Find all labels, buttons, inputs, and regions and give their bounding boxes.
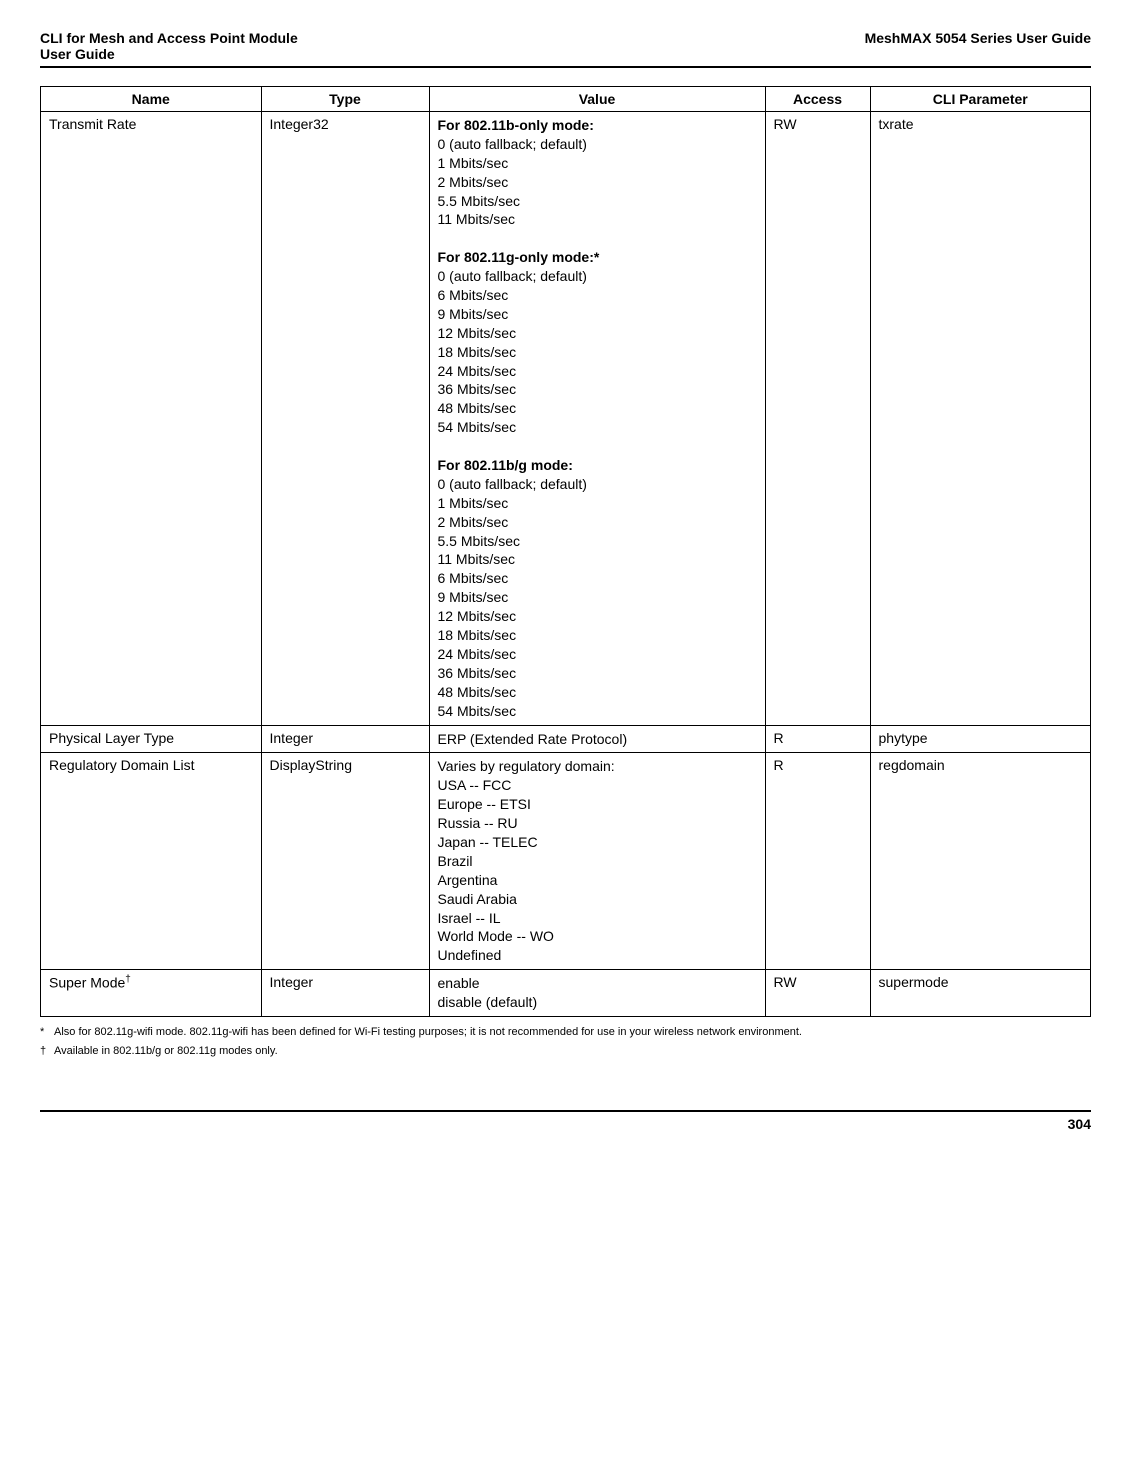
value-block: Varies by regulatory domain: USA -- FCC … xyxy=(438,757,757,965)
value-text: 0 (auto fallback; default) 6 Mbits/sec 9… xyxy=(438,268,587,435)
value-heading: For 802.11b/g mode: xyxy=(438,457,573,473)
footnote-text: Also for 802.11g-wifi mode. 802.11g-wifi… xyxy=(54,1025,802,1040)
value-block: For 802.11b-only mode: 0 (auto fallback;… xyxy=(438,116,757,721)
footnote-symbol: * xyxy=(40,1025,54,1040)
value-heading: For 802.11b-only mode: xyxy=(438,117,594,133)
parameter-table: Name Type Value Access CLI Parameter Tra… xyxy=(40,86,1091,1017)
cell-cli: supermode xyxy=(870,970,1091,1017)
cell-name: Regulatory Domain List xyxy=(41,753,262,970)
value-block: enable disable (default) xyxy=(438,974,757,1012)
page-number: 304 xyxy=(40,1116,1091,1132)
cell-cli: txrate xyxy=(870,112,1091,726)
cell-access: RW xyxy=(765,112,870,726)
value-text: 0 (auto fallback; default) 1 Mbits/sec 2… xyxy=(438,476,587,719)
value-text: 0 (auto fallback; default) 1 Mbits/sec 2… xyxy=(438,136,587,228)
header-left-line1: CLI for Mesh and Access Point Module xyxy=(40,30,298,46)
footnote: *Also for 802.11g-wifi mode. 802.11g-wif… xyxy=(40,1025,1091,1040)
th-name: Name xyxy=(41,87,262,112)
value-text: ERP (Extended Rate Protocol) xyxy=(438,731,628,747)
value-heading: For 802.11g-only mode:* xyxy=(438,249,600,265)
footnote-symbol: † xyxy=(40,1044,54,1059)
table-row: Physical Layer TypeInteger ERP (Extended … xyxy=(41,725,1091,753)
cell-name: Super Mode† xyxy=(41,970,262,1017)
th-value: Value xyxy=(429,87,765,112)
header-left: CLI for Mesh and Access Point Module Use… xyxy=(40,30,298,62)
th-type: Type xyxy=(261,87,429,112)
table-row: Regulatory Domain ListDisplayStringVarie… xyxy=(41,753,1091,970)
table-row: Transmit RateInteger32For 802.11b-only m… xyxy=(41,112,1091,726)
cell-value: ERP (Extended Rate Protocol) xyxy=(429,725,765,753)
footnote-text: Available in 802.11b/g or 802.11g modes … xyxy=(54,1044,278,1059)
th-cli: CLI Parameter xyxy=(870,87,1091,112)
footnote: †Available in 802.11b/g or 802.11g modes… xyxy=(40,1044,1091,1059)
table-row: Super Mode†Integer enable disable (defaul… xyxy=(41,970,1091,1017)
value-text: Varies by regulatory domain: USA -- FCC … xyxy=(438,758,615,963)
cell-access: R xyxy=(765,725,870,753)
cell-type: Integer xyxy=(261,725,429,753)
th-access: Access xyxy=(765,87,870,112)
table-header-row: Name Type Value Access CLI Parameter xyxy=(41,87,1091,112)
cell-name: Transmit Rate xyxy=(41,112,262,726)
cell-cli: phytype xyxy=(870,725,1091,753)
page-header: CLI for Mesh and Access Point Module Use… xyxy=(40,30,1091,62)
cell-cli: regdomain xyxy=(870,753,1091,970)
cell-access: RW xyxy=(765,970,870,1017)
header-right: MeshMAX 5054 Series User Guide xyxy=(865,30,1091,46)
cell-name: Physical Layer Type xyxy=(41,725,262,753)
header-rule xyxy=(40,66,1091,68)
name-superscript: † xyxy=(125,974,131,985)
cell-value: enable disable (default) xyxy=(429,970,765,1017)
cell-value: For 802.11b-only mode: 0 (auto fallback;… xyxy=(429,112,765,726)
cell-type: Integer32 xyxy=(261,112,429,726)
cell-type: DisplayString xyxy=(261,753,429,970)
footer-rule xyxy=(40,1110,1091,1112)
header-left-line2: User Guide xyxy=(40,46,115,62)
footnotes: *Also for 802.11g-wifi mode. 802.11g-wif… xyxy=(40,1025,1091,1060)
table-body: Transmit RateInteger32For 802.11b-only m… xyxy=(41,112,1091,1017)
value-text: enable disable (default) xyxy=(438,975,538,1010)
cell-access: R xyxy=(765,753,870,970)
cell-type: Integer xyxy=(261,970,429,1017)
value-block: ERP (Extended Rate Protocol) xyxy=(438,730,757,749)
cell-value: Varies by regulatory domain: USA -- FCC … xyxy=(429,753,765,970)
